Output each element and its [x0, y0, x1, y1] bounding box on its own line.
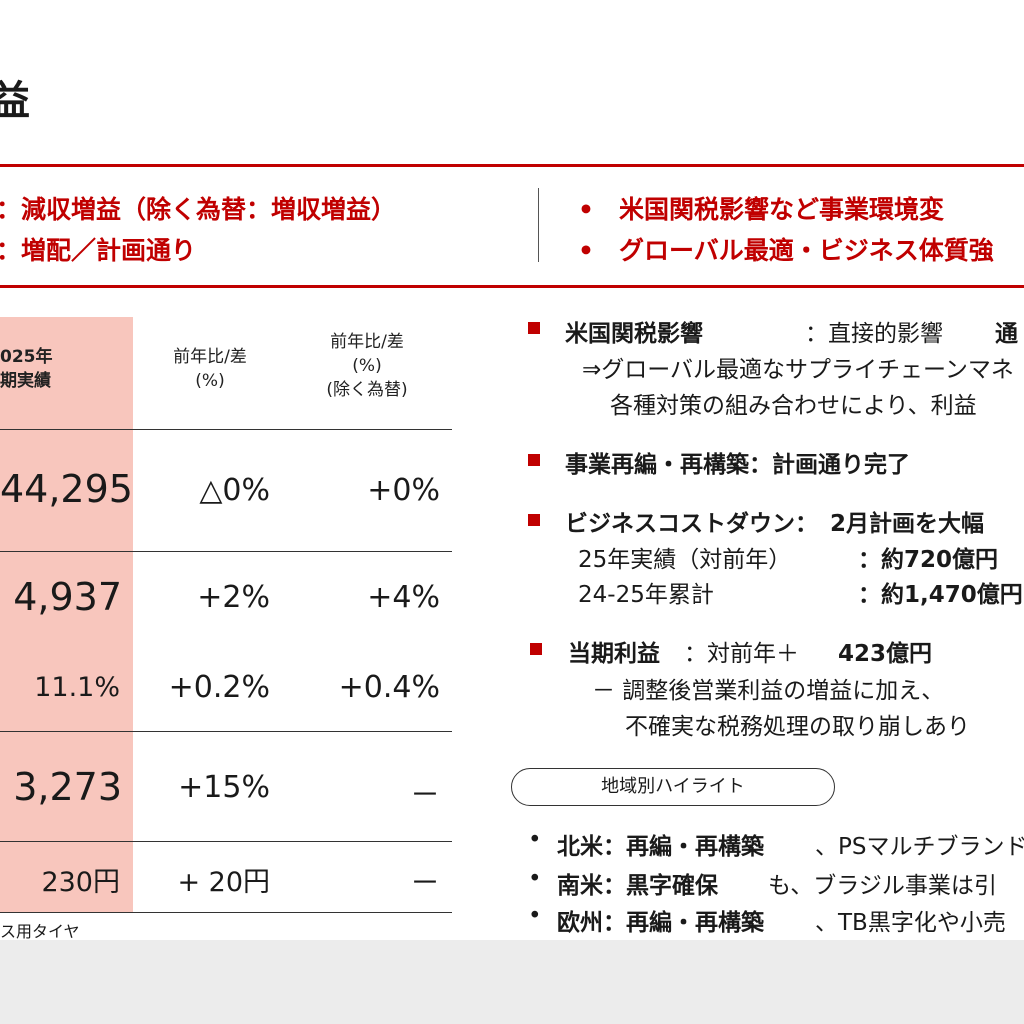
table-divider: [0, 731, 452, 732]
item1-tail: 通: [995, 321, 1018, 347]
item4-value: 423億円: [838, 641, 933, 667]
summary-box: [0, 164, 1024, 288]
region-bullet: •: [528, 903, 542, 929]
region-bullet: •: [528, 827, 542, 853]
table-divider: [0, 912, 452, 913]
col0-header: 025年 期実績: [0, 345, 80, 393]
summary-left-line-2: ：増配／計画通り: [0, 236, 197, 265]
col1-header-line: 前年比/差: [173, 347, 247, 367]
item1-sub1: ⇒グローバル最適なサプライチェーンマネ: [582, 357, 1014, 383]
table-cell-value: 3,273: [13, 765, 122, 809]
table-cell-yoy-ex-fx: +0%: [367, 473, 440, 508]
table-cell-yoy-ex-fx: +0.4%: [338, 670, 440, 705]
summary-right-line-1: • 米国関税影響など事業環境変: [578, 195, 944, 224]
summary-divider: [538, 188, 539, 262]
table-cell-value: 4,937: [13, 575, 122, 619]
table-cell-value: 44,295: [0, 467, 133, 511]
table-cell-yoy: +2%: [197, 580, 270, 615]
table-cell-yoy: +0.2%: [168, 670, 270, 705]
item4-mid: ：対前年＋: [684, 641, 799, 667]
item3-sub1-label: 25年実績（対前年）: [578, 547, 792, 573]
region-rest: 、PSマルチブランド: [815, 834, 1024, 860]
table-divider: [0, 429, 452, 430]
summary-right-line-2: • グローバル最適・ビジネス体質強: [578, 236, 994, 265]
col2-header-line: (除く為替): [326, 380, 408, 400]
item3-sub2-label: 24-25年累計: [578, 582, 714, 608]
col2-header: 前年比/差 (%) (除く為替): [302, 330, 432, 402]
col0-header-line: 期実績: [0, 371, 51, 391]
item4-label: 当期利益: [568, 641, 660, 667]
region-bullet: •: [528, 866, 542, 892]
col0-header-line: 025年: [0, 347, 53, 367]
table-cell-yoy: + 20円: [177, 867, 270, 898]
item1-label: 米国関税影響: [565, 321, 703, 347]
region-rest: 、TB黒字化や小売: [815, 910, 1006, 936]
table-divider: [0, 841, 452, 842]
bullet-square-icon: [528, 322, 540, 334]
bullet-square-icon: [528, 454, 540, 466]
item1-rest: ：直接的影響: [805, 321, 943, 347]
item2: 事業再編・再構築：計画通り完了: [565, 452, 910, 478]
table-cell-value: 230円: [41, 867, 120, 898]
item3-label: ビジネスコストダウン：: [565, 511, 818, 537]
col1-header-line: (%): [195, 371, 225, 391]
table-cell-value: 11.1%: [34, 672, 120, 703]
bullet-square-icon: [528, 514, 540, 526]
table-divider: [0, 551, 452, 552]
table-cell-yoy: △0%: [199, 473, 270, 508]
table-cell-yoy-ex-fx: +4%: [367, 580, 440, 615]
footer-band: [0, 940, 1024, 1024]
item3-sub1-value: ：約720億円: [858, 547, 999, 573]
region-name: 南米：黒字確保: [557, 873, 718, 899]
region-name: 欧州：再編・再構築: [557, 910, 764, 936]
item3-sub2-value: ：約1,470億円: [858, 582, 1023, 608]
region-name: 北米：再編・再構築: [557, 834, 764, 860]
col1-header: 前年比/差 (%): [145, 345, 275, 393]
item4-sub1: － 調整後営業利益の増益に加え、: [592, 678, 945, 704]
item1-sub2: 各種対策の組み合わせにより、利益: [610, 393, 977, 419]
item3-value: 2月計画を大幅: [830, 511, 985, 537]
region-rest: も、ブラジル事業は引: [768, 873, 997, 899]
table-footnote: ス用タイヤ: [0, 922, 80, 941]
col2-header-line: (%): [352, 356, 382, 376]
page-title: 益: [0, 78, 30, 124]
bullet-square-icon: [530, 643, 542, 655]
current-period-column-highlight: [0, 317, 133, 913]
table-cell-yoy: +15%: [178, 770, 270, 805]
table-cell-yoy-ex-fx: －: [410, 866, 440, 901]
summary-left-line-1: ：減収増益（除く為替：増収増益）: [0, 195, 397, 224]
regional-highlights-pill: 地域別ハイライト: [511, 768, 835, 806]
col2-header-line: 前年比/差: [330, 332, 404, 352]
table-cell-yoy-ex-fx: －: [410, 778, 440, 813]
item4-sub2: 不確実な税務処理の取り崩しあり: [625, 714, 970, 740]
